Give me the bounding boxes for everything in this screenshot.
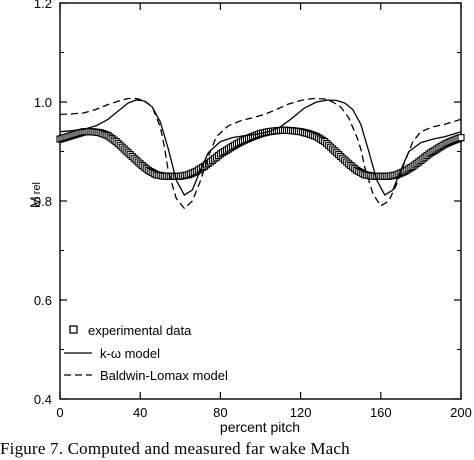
y-axis-label-subscript: rel	[31, 182, 43, 194]
legend-label-kw: k-ω model	[100, 346, 160, 361]
figure-caption: Figure 7. Computed and measured far wake…	[0, 439, 350, 458]
axis-ticks: 0 40 80 120 160 200 0.4 0.6 0.8 1.0 1.2	[34, 0, 472, 420]
experimental-data-point	[457, 134, 465, 142]
baldwin-lomax-line	[59, 97, 462, 210]
x-tick-label: 0	[56, 405, 63, 420]
svg-text:Mrel: Mrel	[27, 182, 43, 208]
plot-border	[59, 2, 462, 400]
x-tick-label: 200	[450, 405, 472, 420]
y-tick-label: 0.4	[34, 392, 52, 407]
legend-marker-experimental	[69, 325, 78, 334]
x-tick-label: 120	[290, 405, 312, 420]
plot-frame	[59, 2, 462, 400]
data-series	[56, 97, 465, 210]
legend-label-bl: Baldwin-Lomax model	[100, 368, 228, 383]
legend: experimental data k-ω model Baldwin-Loma…	[64, 323, 228, 383]
x-tick-label: 80	[213, 405, 227, 420]
x-tick-label: 40	[133, 405, 147, 420]
y-tick-label: 0.6	[34, 293, 52, 308]
x-tick-label: 160	[370, 405, 392, 420]
y-tick-label: 0.8	[34, 194, 52, 209]
y-tick-label: 1.2	[34, 0, 52, 11]
x-axis-label: percent pitch	[220, 419, 300, 435]
k-omega-line	[59, 99, 462, 196]
y-tick-label: 1.0	[34, 95, 52, 110]
y-axis-label: Mrel	[27, 182, 43, 208]
legend-label-experimental: experimental data	[88, 323, 192, 338]
y-axis-label-main: M	[27, 196, 43, 208]
